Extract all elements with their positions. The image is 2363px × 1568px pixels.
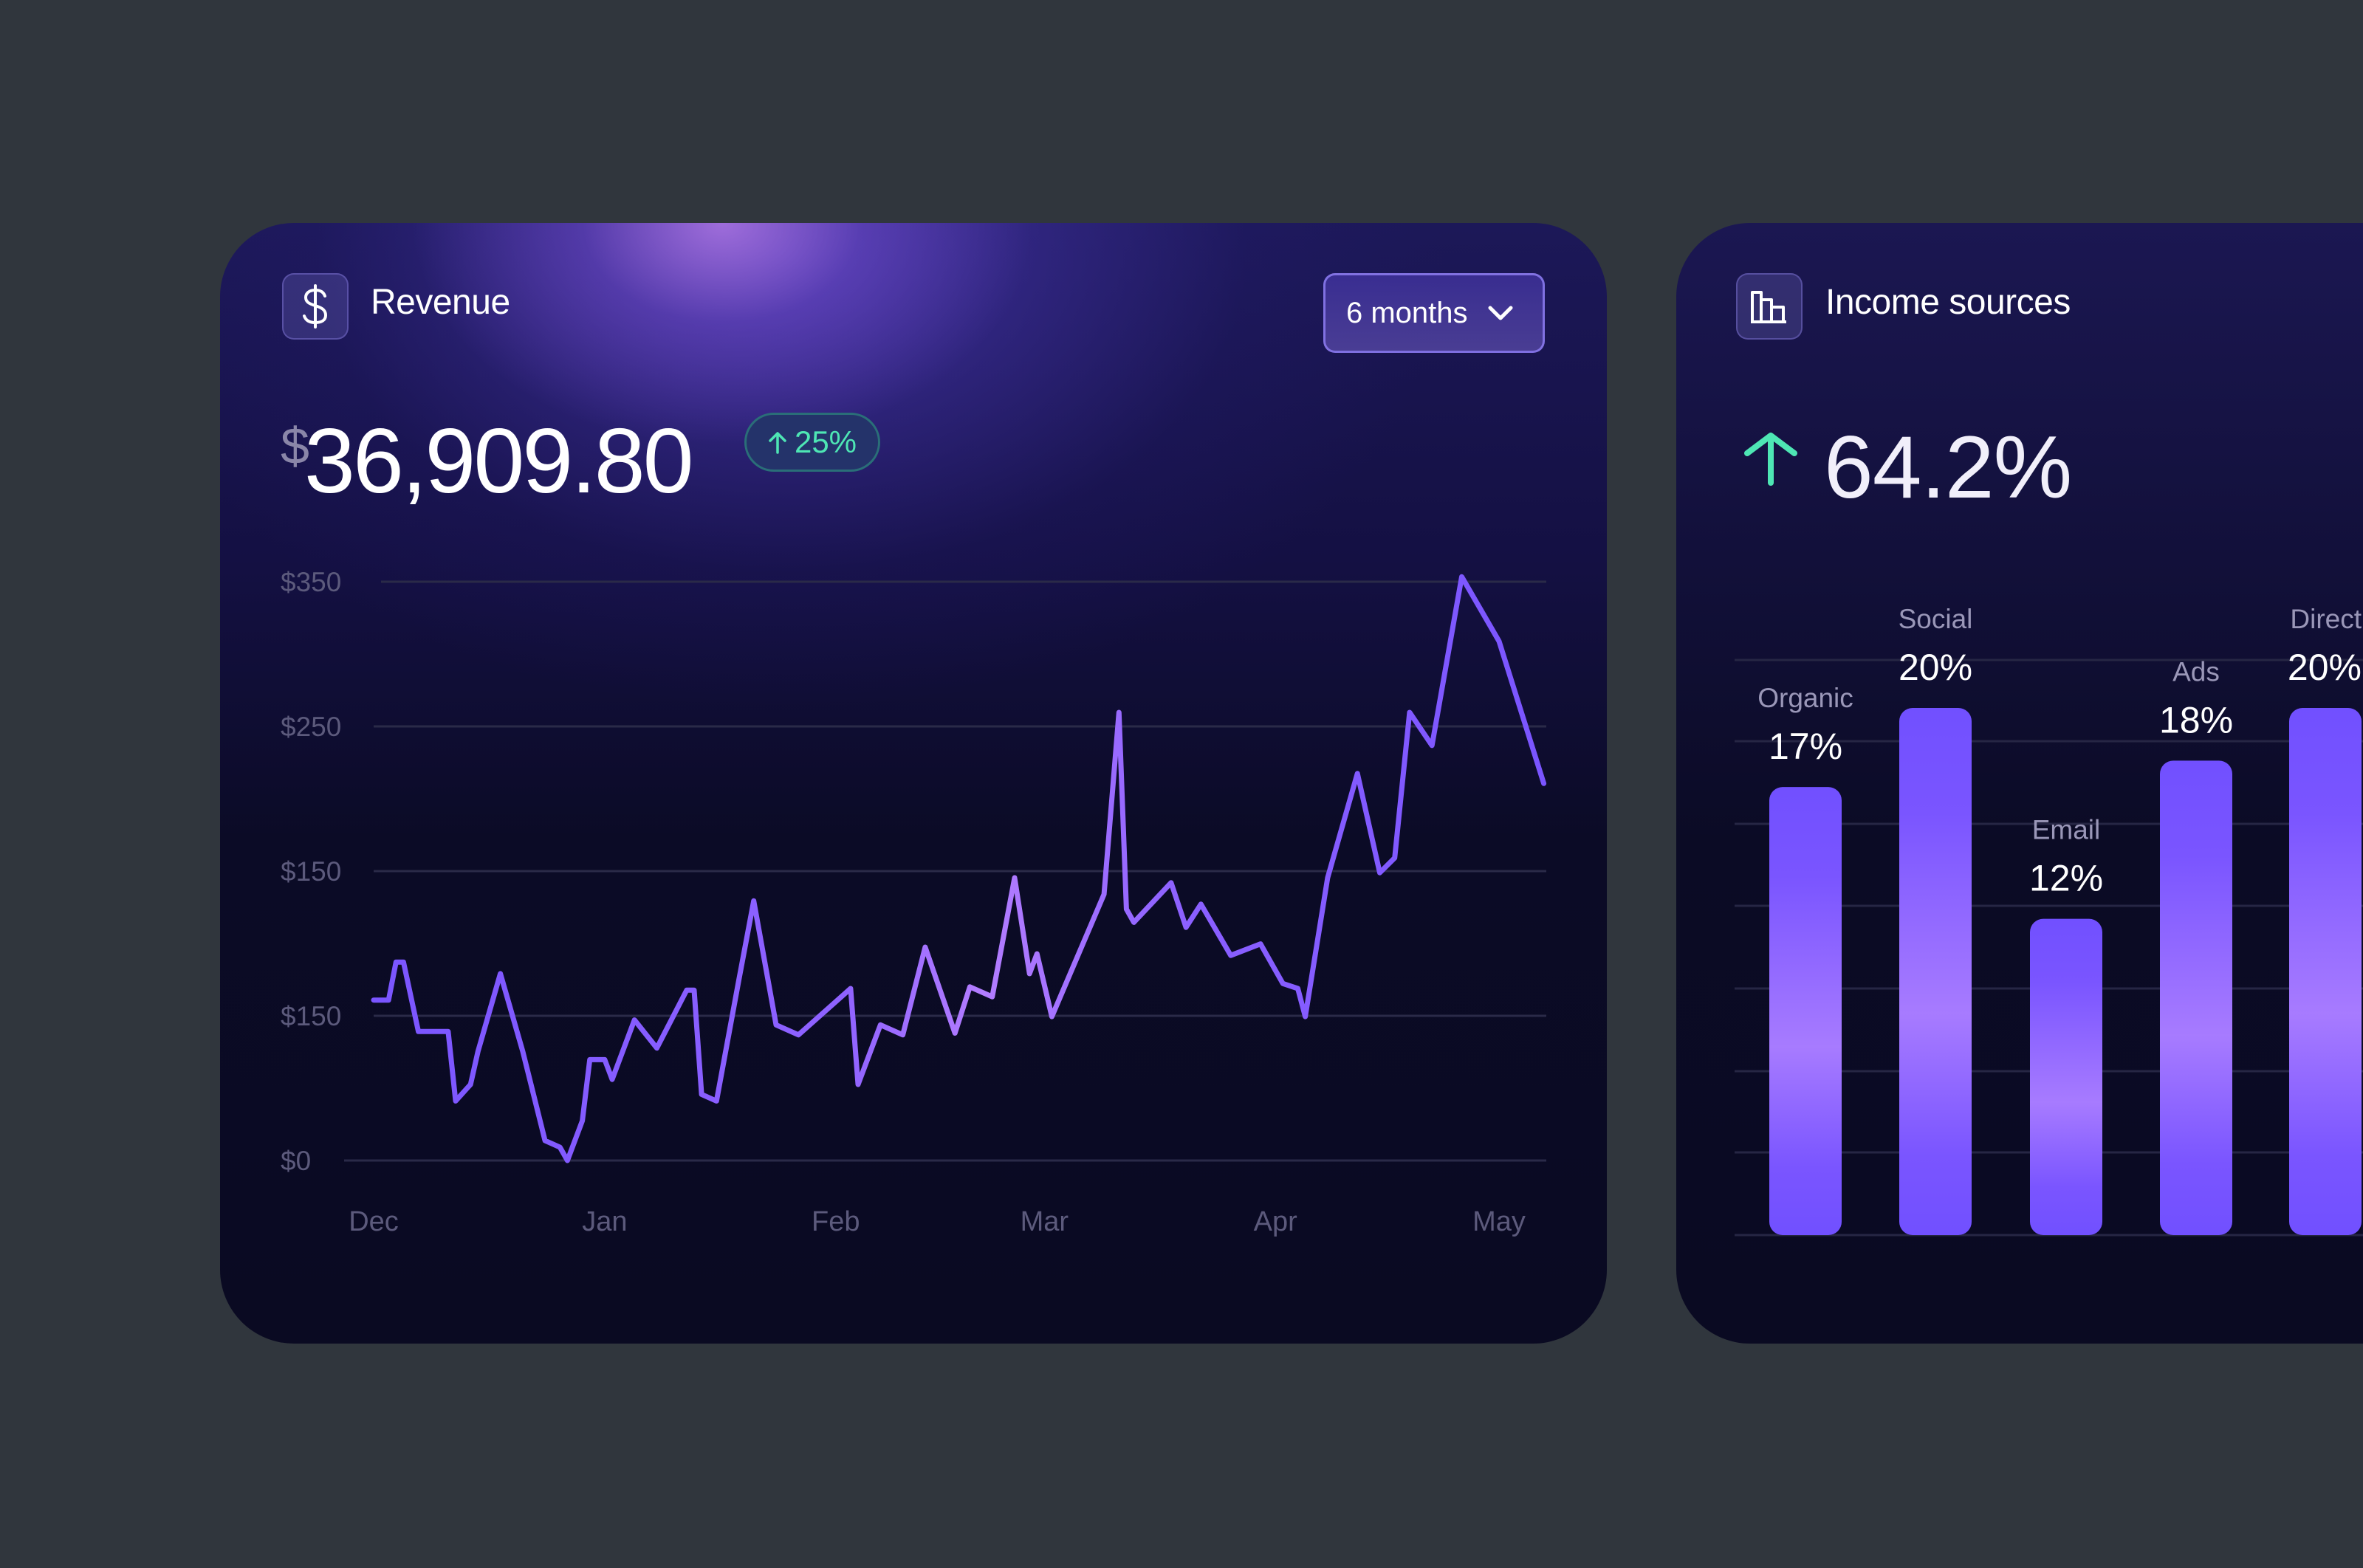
bar-category-label: Ads <box>2172 656 2220 687</box>
y-tick-label: $250 <box>281 712 341 742</box>
revenue-line-chart: $350 $250 $150 $150 $0 Dec Jan Feb Mar Apr May <box>281 567 1547 1237</box>
bar-ads <box>2160 760 2232 1235</box>
bar-organic <box>1769 787 1842 1235</box>
bar-value-label: 20% <box>1899 647 1972 688</box>
bar-value-label: 17% <box>1769 726 1842 767</box>
bar-category-label: Direct <box>2290 604 2362 634</box>
currency-symbol: $ <box>281 417 309 475</box>
y-tick-label: $0 <box>281 1146 311 1176</box>
range-selected: 6 months <box>1346 296 1468 329</box>
chevron-down-icon <box>1488 306 1513 320</box>
income-card: Income sources 64.2% 17% Organic 20% Social… <box>1676 223 2363 1344</box>
bar-category-label: Organic <box>1757 683 1853 713</box>
x-tick-label: Jan <box>582 1206 627 1237</box>
revenue-line <box>371 574 1547 1163</box>
bar-category-label: Social <box>1899 604 1973 634</box>
y-tick-label: $150 <box>281 856 341 887</box>
bar-value-label: 12% <box>2029 858 2103 899</box>
card-title: Revenue <box>371 283 510 322</box>
y-tick-label: $350 <box>281 567 341 597</box>
card-title: Income sources <box>1825 283 2071 322</box>
bar-category-label: Email <box>2032 815 2101 845</box>
x-tick-label: Feb <box>812 1206 860 1237</box>
y-tick-label: $150 <box>281 1001 341 1031</box>
arrow-up-icon <box>769 432 786 454</box>
change-badge: 25% <box>744 413 880 472</box>
bar-value-label: 20% <box>2288 647 2362 688</box>
x-tick-label: Apr <box>1254 1206 1297 1237</box>
x-tick-label: Mar <box>1021 1206 1069 1237</box>
income-bar-chart: 17% Organic 20% Social 12% Email 18% Ads 20% Dire… <box>1735 604 2363 1237</box>
bar-direct <box>2289 708 2362 1235</box>
arrow-up-icon <box>1744 433 1797 486</box>
revenue-card: Revenue 6 months $ 36,909.80 25% $350 $25… <box>220 223 1607 1344</box>
income-change-value: 64.2% <box>1824 418 2072 517</box>
x-tick-label: May <box>1472 1206 1526 1237</box>
bar-chart-icon <box>1736 273 1803 340</box>
revenue-amount: 36,909.80 <box>304 410 694 512</box>
bar-email <box>2030 918 2102 1235</box>
bar-value-label: 18% <box>2159 699 2233 740</box>
dollar-icon <box>282 273 349 340</box>
range-dropdown[interactable]: 6 months <box>1323 273 1545 353</box>
bar-social <box>1899 708 1972 1235</box>
change-value: 25% <box>794 424 857 459</box>
x-tick-label: Dec <box>349 1206 399 1237</box>
